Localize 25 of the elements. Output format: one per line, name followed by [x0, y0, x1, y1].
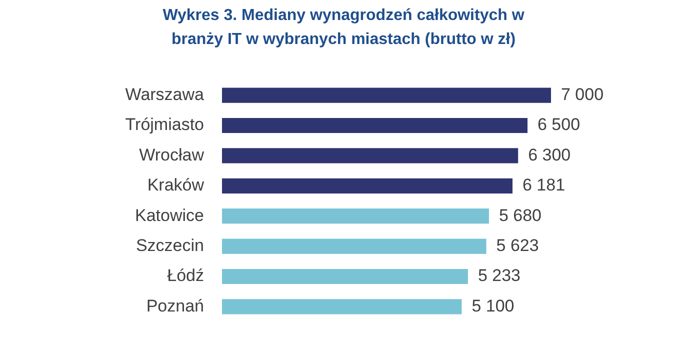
y-tick-label: Poznań	[146, 296, 204, 316]
data-label: 5 623	[496, 236, 539, 255]
y-tick-label: Kraków	[147, 176, 205, 195]
bar	[222, 299, 462, 314]
y-tick-label: Katowice	[135, 206, 204, 225]
y-tick-label: Warszawa	[125, 84, 205, 104]
bar	[222, 88, 551, 103]
y-tick-label: Wrocław	[139, 145, 205, 164]
data-label: 6 500	[538, 115, 580, 134]
data-label: 5 233	[478, 266, 520, 286]
bar	[222, 238, 486, 254]
data-label: 7 000	[561, 84, 604, 104]
bar	[222, 268, 468, 284]
bar	[222, 208, 489, 224]
chart-title: Wykres 3. Mediany wynagrodzeń całkowitych w branży IT w wybranych miastach (brutto w zł)	[162, 6, 526, 50]
y-tick-label: Szczecin	[136, 236, 204, 255]
data-label: 5 680	[498, 206, 542, 225]
bar	[222, 148, 518, 164]
y-tick-label: Łódź	[167, 266, 204, 286]
bar	[222, 178, 513, 194]
data-label: 6 300	[528, 145, 571, 164]
data-label: 6 181	[522, 176, 566, 195]
bar	[222, 118, 528, 134]
y-tick-label: Trójmiasto	[125, 115, 204, 134]
data-label: 5 100	[472, 296, 514, 316]
